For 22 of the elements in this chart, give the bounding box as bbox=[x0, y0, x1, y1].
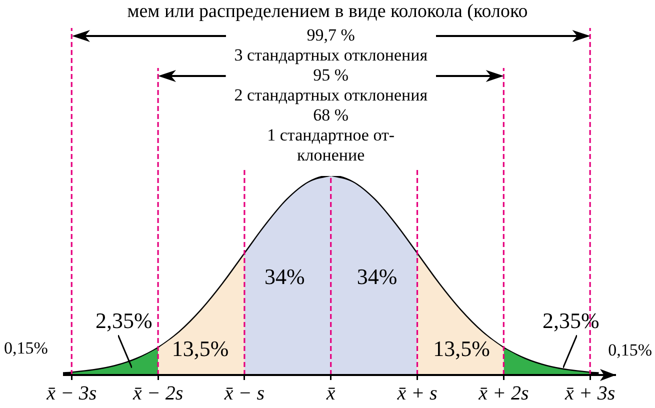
chart-title: мем или распределением в виде колокола (колоко bbox=[127, 0, 528, 22]
text: 68 % bbox=[313, 105, 349, 124]
x-tick-label: x̄ + 3s bbox=[564, 382, 616, 404]
text: 95 % bbox=[313, 65, 349, 84]
text: 1 стандартное от- клонение bbox=[267, 125, 395, 164]
annotation: 2,35% bbox=[542, 308, 600, 333]
annotation: 34% bbox=[356, 264, 398, 289]
text: 2 стандартных отклонения bbox=[234, 85, 428, 104]
annotation: 13,5% bbox=[172, 336, 229, 361]
text: 3 стандартных отклонения bbox=[234, 45, 428, 64]
annotation: 2,35% bbox=[95, 308, 152, 333]
annotation: 0,15% bbox=[608, 340, 652, 360]
x-tick-label: x̄ + s bbox=[396, 382, 438, 404]
x-tick-label: x̄ + 2s bbox=[478, 382, 529, 404]
x-tick-label: x̄ bbox=[325, 382, 336, 404]
annotation: 34% bbox=[264, 264, 305, 289]
text: 99,7 % bbox=[306, 25, 355, 44]
text: 0,15% bbox=[4, 338, 48, 358]
x-tick-label: x̄ − 2s bbox=[132, 382, 184, 404]
x-tick-label: x̄ − 3s bbox=[46, 382, 97, 404]
annotation: 13,5% bbox=[433, 336, 490, 361]
x-tick-label: x̄ − s bbox=[223, 382, 265, 404]
